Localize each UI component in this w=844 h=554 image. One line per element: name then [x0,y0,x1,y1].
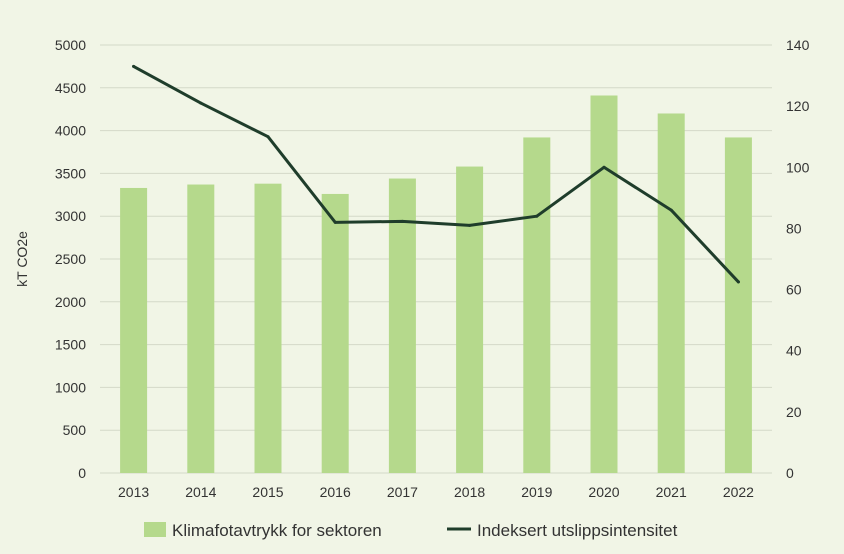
bar-2013 [120,187,148,473]
y2-tick-label: 100 [786,159,810,175]
x-tick-label: 2015 [252,484,283,500]
x-tick-label: 2014 [185,484,216,500]
y2-tick-label: 80 [786,220,802,236]
line-point-2013 [132,64,136,68]
y2-tick-label: 140 [786,37,810,53]
left-axis-ticks: 0 500 1000 1500 2000 2500 3000 3500 4000 4500 5000 [55,37,86,481]
x-tick-label: 2013 [118,484,149,500]
bar-series [120,95,752,473]
y2-tick-label: 60 [786,282,802,298]
y-axis-title: kT CO2e [14,231,30,287]
y-tick-label: 3000 [55,208,86,224]
y2-tick-label: 0 [786,465,794,481]
line-point-2016 [333,220,337,224]
line-point-2019 [535,214,539,218]
legend-line-label: Indeksert utslippsintensitet [477,521,678,540]
y-tick-label: 5000 [55,37,86,53]
x-axis-ticks: 2013 2014 2015 2016 2017 2018 2019 2020 2021 2022 [118,484,754,500]
line-point-2021 [669,208,673,212]
line-path [132,64,740,284]
x-tick-label: 2016 [320,484,351,500]
y-tick-label: 500 [63,422,87,438]
line-point-2014 [199,101,203,105]
x-tick-label: 2021 [656,484,687,500]
line-point-2018 [468,223,472,227]
legend-bar-label: Klimafotavtrykk for sektoren [172,521,382,540]
bar-2018 [456,166,484,473]
legend-bar-swatch [144,522,166,537]
line-point-2020 [602,165,606,169]
y2-tick-label: 40 [786,343,802,359]
bar-2020 [590,95,618,473]
x-tick-label: 2020 [588,484,619,500]
y-tick-label: 1500 [55,337,86,353]
x-tick-label: 2019 [521,484,552,500]
x-tick-label: 2017 [387,484,418,500]
line-point-2015 [266,135,270,139]
line-series [132,64,740,284]
y-tick-label: 0 [78,465,86,481]
bar-2021 [657,113,685,473]
x-tick-label: 2018 [454,484,485,500]
y-tick-label: 2000 [55,294,86,310]
y2-tick-label: 20 [786,404,802,420]
y2-tick-label: 120 [786,98,810,114]
x-tick-label: 2022 [723,484,754,500]
bar-2019 [523,137,551,473]
line-point-2022 [736,280,740,284]
bar-2017 [388,178,416,473]
y-tick-label: 1000 [55,379,86,395]
y-tick-label: 4000 [55,123,86,139]
y-tick-label: 2500 [55,251,86,267]
y-tick-label: 4500 [55,80,86,96]
legend: Klimafotavtrykk for sektoren Indeksert u… [144,521,678,540]
line-point-2017 [400,219,404,223]
bar-2015 [254,183,282,473]
bar-2016 [321,193,349,473]
bar-2022 [724,137,752,473]
bar-2014 [187,184,215,473]
right-axis-ticks: 0 20 40 60 80 100 120 140 [786,37,810,481]
y-tick-label: 3500 [55,165,86,181]
